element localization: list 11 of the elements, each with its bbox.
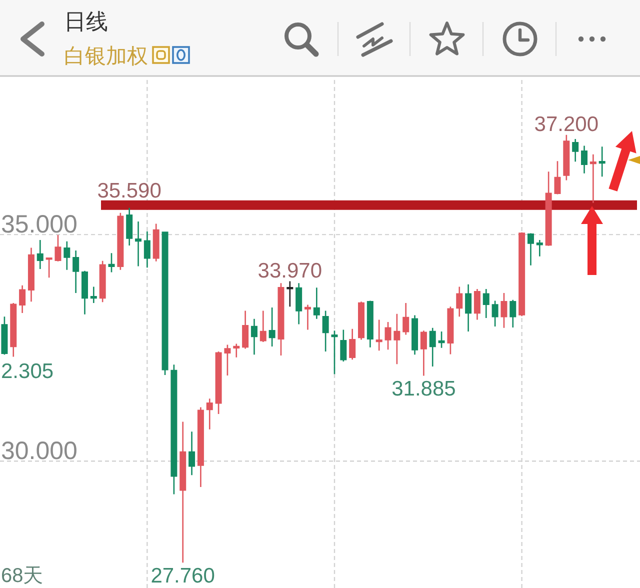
annotation: 35.590	[97, 179, 162, 202]
chart-title: 日线	[64, 9, 108, 34]
annotation: 37.200	[534, 112, 599, 136]
annotation: 27.760	[150, 564, 215, 588]
y-tick-label: 35.000	[1, 210, 78, 239]
annotation: 31.885	[392, 378, 456, 400]
y-tick-label: 30.000	[1, 437, 78, 466]
annotation: 2.305	[1, 360, 54, 383]
chart-subtitle: 白银加权	[64, 45, 148, 68]
annotation: 33.970	[258, 259, 322, 282]
annotation: 68天	[1, 565, 44, 587]
